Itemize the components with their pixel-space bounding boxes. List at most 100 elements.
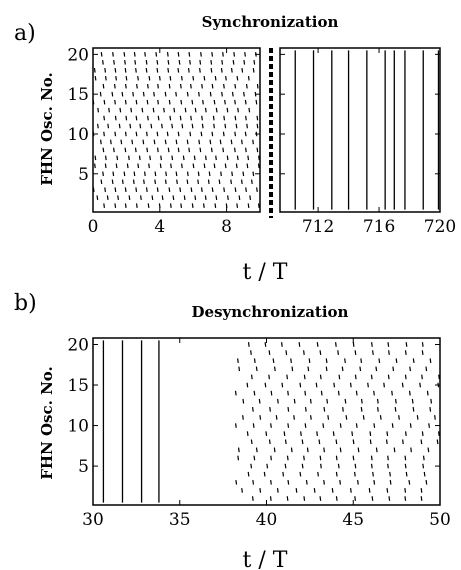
a1-spike <box>225 203 228 208</box>
a1-spike <box>186 139 189 145</box>
b1-spike <box>370 455 373 461</box>
a1-spike <box>191 99 194 105</box>
a1-spike <box>121 179 124 185</box>
a1-spike <box>137 163 140 169</box>
a1-spike <box>191 123 194 129</box>
a1-spike <box>175 139 178 145</box>
a1-spike <box>245 115 247 121</box>
b1-spike <box>438 431 440 437</box>
a1-spike <box>104 155 107 161</box>
a1-spike <box>202 99 204 105</box>
b1-spike <box>283 431 286 437</box>
a1-spike <box>198 139 201 145</box>
panel-b-label: b) <box>14 291 37 316</box>
b1-spike <box>303 374 306 380</box>
a1-spike <box>97 123 99 129</box>
b1-spike <box>371 342 373 347</box>
b1-spike <box>428 423 430 428</box>
a1-spike <box>244 147 247 153</box>
a1-spike <box>155 52 158 57</box>
b1-spike <box>270 390 273 396</box>
b1-spike <box>395 358 398 364</box>
a1-spike <box>132 179 135 185</box>
a1-spike <box>168 99 171 105</box>
a1-spike <box>102 171 104 177</box>
a1-spike <box>236 75 239 81</box>
b1-spike <box>344 398 347 404</box>
b1-spike <box>386 488 389 493</box>
panel-b-xlabel: t / T <box>243 548 288 570</box>
a1-spike <box>167 60 170 65</box>
a1-spike <box>116 155 119 161</box>
a1-spike <box>125 75 128 81</box>
b1-spike <box>263 471 266 477</box>
a1-spike <box>175 171 178 177</box>
b1-spike <box>341 366 344 372</box>
a1-spike <box>209 91 212 97</box>
b1-spike <box>376 398 379 404</box>
a1-spike <box>146 147 149 153</box>
a1-spike <box>256 83 259 89</box>
b1-spike <box>354 350 357 355</box>
a1-spike <box>197 171 200 177</box>
a1-spike <box>223 187 225 193</box>
a1-spike <box>203 203 205 208</box>
panel-a-right-subplot: 712 716 720 <box>279 47 456 237</box>
b1-spike <box>421 342 424 347</box>
b1-spike <box>386 431 389 437</box>
a1-spike <box>145 131 148 137</box>
b1-spike <box>373 390 375 396</box>
a1-spike <box>201 83 203 89</box>
a1-spike <box>199 60 202 65</box>
b1-spike <box>293 398 296 404</box>
a1-spike <box>200 187 203 193</box>
b1-spike <box>438 374 440 380</box>
a1-spike <box>124 83 127 89</box>
a1-spike <box>159 163 162 169</box>
b1-spike <box>319 374 322 380</box>
a1-spike <box>123 52 126 57</box>
a1-spike <box>194 107 197 113</box>
b1-spike <box>379 415 382 420</box>
b1-spike <box>354 463 357 469</box>
panel-b-plot: 30 35 40 45 50 <box>82 337 451 530</box>
b1-spike <box>383 382 385 388</box>
a1-spike <box>170 163 172 169</box>
a1-spike <box>156 147 159 153</box>
b1-spike <box>304 423 307 428</box>
a1-spike <box>163 107 165 113</box>
a1-spike <box>179 83 182 89</box>
a1-spike <box>157 115 160 121</box>
b1-spike <box>322 423 325 428</box>
a1-spike <box>115 75 117 81</box>
a1-spike <box>157 83 159 89</box>
b1-spike <box>237 447 240 453</box>
b1-spike <box>287 390 289 396</box>
a1-spike <box>142 139 145 145</box>
b1-spike <box>436 439 439 445</box>
a1-spike <box>100 52 103 57</box>
a1-spike <box>191 203 194 208</box>
a1-spike <box>245 187 247 193</box>
a1-spike <box>100 179 103 185</box>
a1-spike <box>129 123 132 129</box>
b1-spike <box>420 439 423 445</box>
b1-spike <box>377 406 379 412</box>
a1-spike <box>125 115 128 121</box>
a1-spike <box>147 203 150 208</box>
b1-spike <box>291 366 294 372</box>
b1-spike <box>250 463 253 469</box>
a1-spike <box>177 67 180 73</box>
a1-spike <box>121 91 124 97</box>
a1-spike <box>186 171 189 177</box>
a1-spike <box>99 139 102 145</box>
a1-spike <box>210 67 213 73</box>
a1-spike <box>180 203 183 208</box>
b1-spike <box>237 358 239 364</box>
b1-spike <box>235 479 238 485</box>
a1-spike <box>192 75 195 81</box>
b1-spike <box>303 350 305 355</box>
b1-x-tick-label: 30 <box>82 510 104 530</box>
panel-b-y-tick-labels: 5 10 15 20 <box>67 335 89 477</box>
a1-spike <box>169 75 172 81</box>
